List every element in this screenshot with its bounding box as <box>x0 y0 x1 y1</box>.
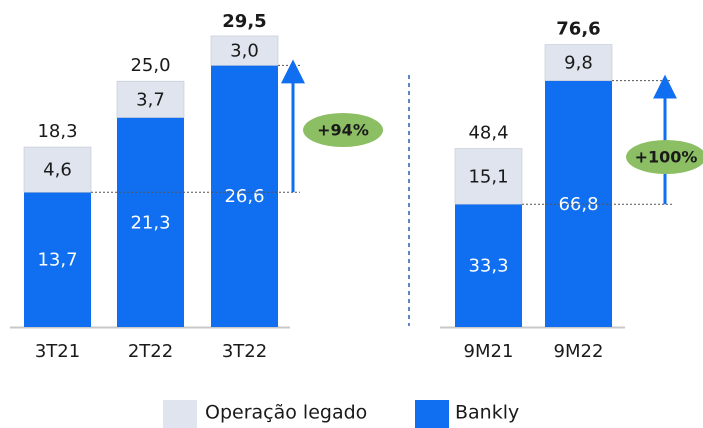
value-label: 3,7 <box>136 89 165 110</box>
x-tick-label: 9M22 <box>554 341 604 362</box>
x-tick-label: 2T22 <box>128 341 173 362</box>
bar-segment <box>210 35 279 66</box>
value-label: 21,3 <box>130 212 170 233</box>
bar-segment <box>211 65 278 327</box>
value-label: 33,3 <box>468 256 508 277</box>
x-tick-label: 3T21 <box>35 341 80 362</box>
total-label: 29,5 <box>222 11 266 32</box>
x-tick-label: 9M21 <box>464 341 514 362</box>
value-label: 26,6 <box>224 186 264 207</box>
bar-segment <box>116 80 185 118</box>
total-label: 48,4 <box>468 123 508 144</box>
value-label: 9,8 <box>564 53 593 74</box>
bar-segment <box>455 204 522 327</box>
growth-badge <box>626 140 703 174</box>
total-label: 76,6 <box>556 19 600 40</box>
value-label: 3,0 <box>230 41 259 62</box>
legend-label: Bankly <box>455 402 519 424</box>
total-label: 25,0 <box>130 55 170 76</box>
bar-segment <box>117 117 184 327</box>
legend-swatch <box>163 400 197 428</box>
legend-swatch <box>415 400 449 428</box>
growth-label: +94% <box>317 121 369 140</box>
bar-segment <box>24 192 91 327</box>
legend-label: Operação legado <box>205 402 367 424</box>
bar-segment <box>23 146 92 193</box>
x-tick-label: 3T22 <box>222 341 267 362</box>
value-label: 13,7 <box>37 250 77 271</box>
value-label: 15,1 <box>468 166 508 187</box>
total-label: 18,3 <box>37 121 77 142</box>
bar-segment <box>544 44 613 81</box>
bar-segment <box>454 148 523 205</box>
growth-label: +100% <box>635 148 698 167</box>
growth-badge <box>303 113 383 147</box>
value-label: 4,6 <box>43 160 72 181</box>
